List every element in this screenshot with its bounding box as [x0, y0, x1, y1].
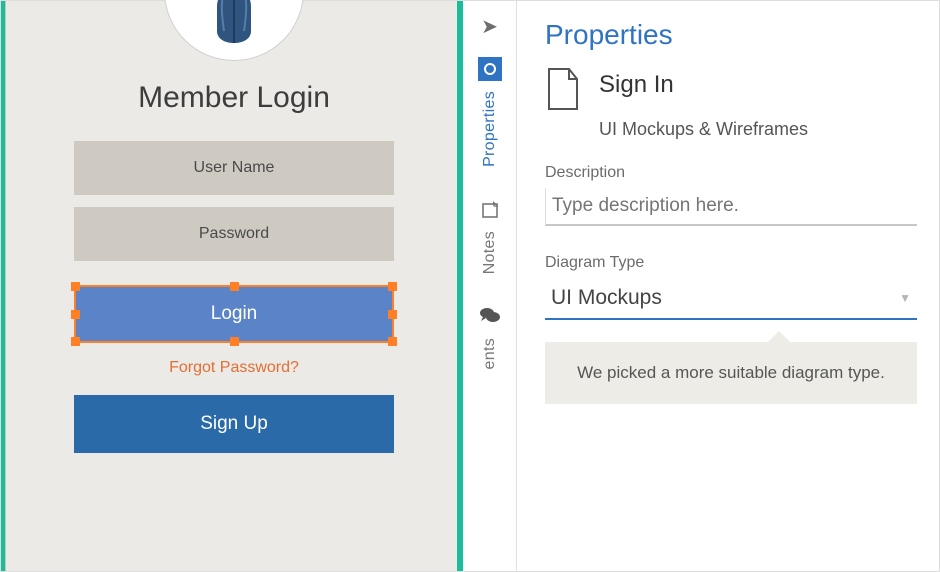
diagram-type-value: UI Mockups: [551, 286, 662, 310]
signup-button-label: Sign Up: [200, 413, 268, 435]
description-label: Description: [545, 164, 917, 182]
page-title: Member Login: [138, 81, 330, 115]
chevron-down-icon: ▼: [899, 291, 911, 305]
tab-properties[interactable]: Properties: [478, 43, 502, 183]
diagram-type-label: Diagram Type: [545, 254, 917, 272]
tab-label: Properties: [481, 91, 499, 167]
mockup-page[interactable]: Member Login User Name Password A 🔗 Logi…: [5, 1, 463, 571]
selection-handle[interactable]: [230, 337, 239, 346]
selection-handle[interactable]: [71, 337, 80, 346]
item-name: Sign In: [599, 71, 674, 99]
canvas-area: Member Login User Name Password A 🔗 Logi…: [1, 1, 463, 571]
tab-label: Notes: [481, 231, 499, 274]
username-label: User Name: [194, 159, 275, 177]
password-label: Password: [199, 225, 269, 243]
cursor-icon[interactable]: ➤: [481, 9, 498, 43]
item-category: UI Mockups & Wireframes: [599, 119, 917, 140]
selection-handle[interactable]: [230, 282, 239, 291]
inspector-area: ➤ Properties Notes: [463, 1, 939, 571]
page-icon: [545, 67, 581, 111]
tab-rail: ➤ Properties Notes: [463, 1, 517, 571]
selection-handle[interactable]: [71, 310, 80, 319]
login-button-label: Login: [211, 303, 258, 325]
forgot-password-link[interactable]: Forgot Password?: [169, 359, 299, 377]
tab-comments[interactable]: ents: [478, 290, 502, 385]
diagram-type-tooltip: We picked a more suitable diagram type.: [545, 342, 917, 404]
comments-icon: [478, 304, 502, 328]
tab-label: ents: [481, 338, 499, 369]
selection-handle[interactable]: [388, 337, 397, 346]
item-header: Sign In: [545, 67, 917, 111]
selection-handle[interactable]: [388, 310, 397, 319]
description-input[interactable]: [545, 188, 917, 226]
notes-icon: [478, 197, 502, 221]
avatar-circle: [164, 0, 304, 61]
username-field[interactable]: User Name: [74, 141, 394, 195]
selection-handle[interactable]: [388, 282, 397, 291]
diagram-type-select[interactable]: UI Mockups ▼: [545, 278, 917, 320]
avatar-icon: [195, 0, 273, 43]
canvas-divider: [457, 1, 463, 571]
login-button[interactable]: Login: [74, 285, 394, 343]
selection-handle[interactable]: [71, 282, 80, 291]
password-field[interactable]: Password: [74, 207, 394, 261]
properties-panel: Properties Sign In UI Mockups & Wirefram…: [517, 1, 939, 571]
tab-notes[interactable]: Notes: [478, 183, 502, 290]
panel-heading: Properties: [545, 19, 917, 51]
signup-button[interactable]: Sign Up: [74, 395, 394, 453]
properties-icon: [478, 57, 502, 81]
